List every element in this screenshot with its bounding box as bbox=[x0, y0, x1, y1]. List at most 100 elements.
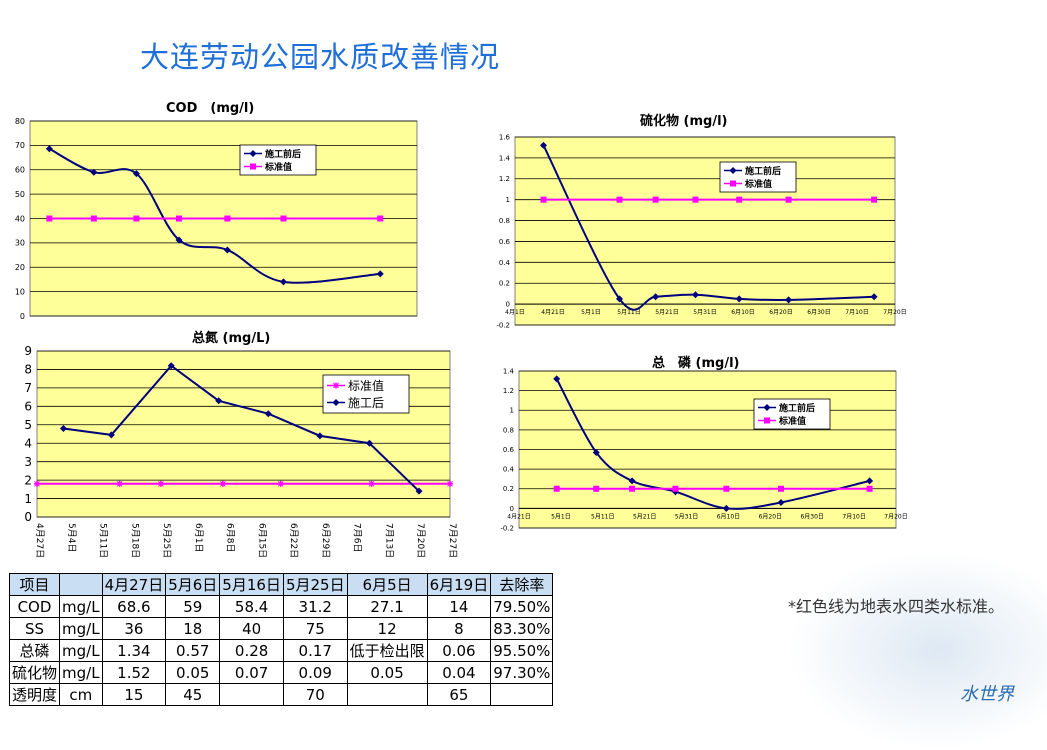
table-cell bbox=[219, 683, 284, 706]
table-row: COD mg/L 68.6 59 58.4 31.2 27.1 14 79.50% bbox=[8, 595, 554, 618]
y-tick-label: 0.2 bbox=[503, 485, 514, 493]
x-tick-label: 5月21日 bbox=[633, 513, 656, 520]
data-point bbox=[616, 196, 623, 203]
table-cell: 0.28 bbox=[219, 639, 284, 662]
y-tick-label: 0.6 bbox=[503, 446, 515, 454]
x-tick-label: 6月29日 bbox=[320, 523, 331, 558]
y-tick-label: 0.8 bbox=[503, 426, 514, 434]
table-cell bbox=[346, 683, 428, 706]
series-1 bbox=[540, 196, 878, 203]
data-point bbox=[368, 480, 375, 487]
y-tick-label: 0.6 bbox=[499, 238, 511, 246]
table-cell: 36 bbox=[101, 617, 167, 640]
data-point bbox=[215, 397, 223, 405]
y-tick-label: -0.2 bbox=[500, 524, 514, 532]
x-tick-label: 6月22日 bbox=[288, 523, 299, 558]
data-point bbox=[723, 485, 730, 492]
data-point bbox=[175, 215, 182, 222]
data-point bbox=[593, 485, 600, 492]
table-cell: 0.07 bbox=[219, 661, 284, 684]
table-cell: 5月25日 bbox=[282, 573, 348, 596]
row-label-cell: COD bbox=[8, 595, 61, 618]
data-point bbox=[692, 196, 699, 203]
row-label-cell: 硫化物 bbox=[8, 661, 61, 684]
legend-swatch-marker bbox=[730, 180, 736, 187]
table-cell: 12 bbox=[346, 617, 428, 640]
table-row: 总磷 mg/L 1.34 0.57 0.28 0.17 低于检出限 0.06 95.50% bbox=[8, 639, 554, 662]
table-cell: 1.52 bbox=[101, 661, 167, 684]
data-point bbox=[280, 215, 287, 222]
series-0 bbox=[34, 480, 453, 487]
table-cell: 14 bbox=[426, 595, 492, 618]
table-cell: 5月16日 bbox=[219, 573, 284, 596]
data-point bbox=[90, 168, 98, 176]
data-point bbox=[279, 278, 287, 286]
y-tick-label: 20 bbox=[15, 263, 25, 272]
x-tick-label: 7月6日 bbox=[352, 523, 363, 552]
table-cell: 70 bbox=[282, 683, 348, 706]
table-cell: 0.06 bbox=[426, 639, 492, 662]
data-point bbox=[107, 431, 115, 439]
y-tick-label: 30 bbox=[15, 239, 25, 248]
data-point bbox=[167, 362, 175, 370]
series-1 bbox=[59, 362, 423, 495]
table-cell: 4月27日 bbox=[101, 573, 167, 596]
data-point bbox=[277, 480, 284, 487]
y-tick-label: 1.2 bbox=[503, 387, 514, 395]
table-cell: 31.2 bbox=[282, 595, 348, 618]
x-tick-label: 7月20日 bbox=[884, 513, 907, 520]
x-tick-label: 5月11日 bbox=[98, 523, 109, 558]
data-point bbox=[133, 215, 140, 222]
y-tick-label: 80 bbox=[15, 117, 25, 126]
x-tick-label: 7月20日 bbox=[415, 523, 426, 558]
table-cell: cm bbox=[59, 683, 103, 706]
legend-label: 施工前后 bbox=[745, 165, 781, 177]
y-tick-label: 0.4 bbox=[499, 259, 511, 267]
table-cell: mg/L bbox=[59, 595, 103, 618]
data-point bbox=[871, 196, 878, 203]
table-cell: 0.04 bbox=[426, 661, 492, 684]
table-cell: 0.09 bbox=[282, 661, 348, 684]
table-header-row: 项目 4月27日 5月6日 5月16日 5月25日 6月5日 6月19日 去除率 bbox=[8, 573, 554, 596]
chart-tp: -0.2 0 0.2 0.4 0.6 0.8 1 1.2 1.4 4月21日 5月1日 5月11日 5月… bbox=[500, 367, 907, 532]
table-cell: 75 bbox=[282, 617, 348, 640]
legend-swatch-marker bbox=[332, 399, 340, 406]
table-cell: 59 bbox=[165, 595, 221, 618]
y-tick-label: 2 bbox=[24, 473, 32, 487]
y-tick-label: 0 bbox=[20, 312, 25, 321]
legend-label: 标准值 bbox=[744, 178, 772, 190]
table-cell: 去除率 bbox=[490, 573, 554, 596]
chart-title-cod: COD (mg/l) bbox=[166, 101, 255, 116]
chart-sulfide: -0.2 0 0.2 0.4 0.6 0.8 1 1.2 1.4 1.6 4月1日 4月21日 5月1日… bbox=[496, 133, 906, 329]
y-tick-label: 1 bbox=[510, 407, 514, 415]
x-tick-label: 7月10日 bbox=[845, 309, 868, 316]
x-tick-label: 6月30日 bbox=[800, 513, 823, 520]
table-cell: 1.34 bbox=[101, 639, 167, 662]
data-point bbox=[175, 236, 183, 244]
x-tick-label: 5月11日 bbox=[617, 309, 640, 316]
data-point bbox=[46, 215, 53, 222]
table-cell: 95.50% bbox=[490, 639, 554, 662]
data-point bbox=[59, 424, 67, 432]
data-point bbox=[90, 215, 97, 222]
table-cell: 58.4 bbox=[219, 595, 284, 618]
x-tick-label: 6月10日 bbox=[731, 309, 754, 316]
plot-area bbox=[514, 136, 896, 326]
series-0 bbox=[45, 145, 384, 286]
y-tick-label: 1.4 bbox=[503, 367, 515, 375]
chart-title-sulfide: 硫化物 (mg/l) bbox=[640, 114, 728, 129]
chart-title-tp: 总 磷 (mg/l) bbox=[652, 356, 740, 371]
legend-box bbox=[719, 161, 797, 193]
table-cell: 18 bbox=[165, 617, 221, 640]
table-cell: 79.50% bbox=[490, 595, 554, 618]
x-tick-label: 6月20日 bbox=[769, 309, 792, 316]
x-tick-label: 5月18日 bbox=[129, 523, 140, 558]
y-tick-label: 6 bbox=[24, 400, 32, 414]
y-tick-label: 8 bbox=[24, 363, 32, 377]
table-row: SS mg/L 36 18 40 75 12 8 83.30% bbox=[8, 617, 554, 640]
